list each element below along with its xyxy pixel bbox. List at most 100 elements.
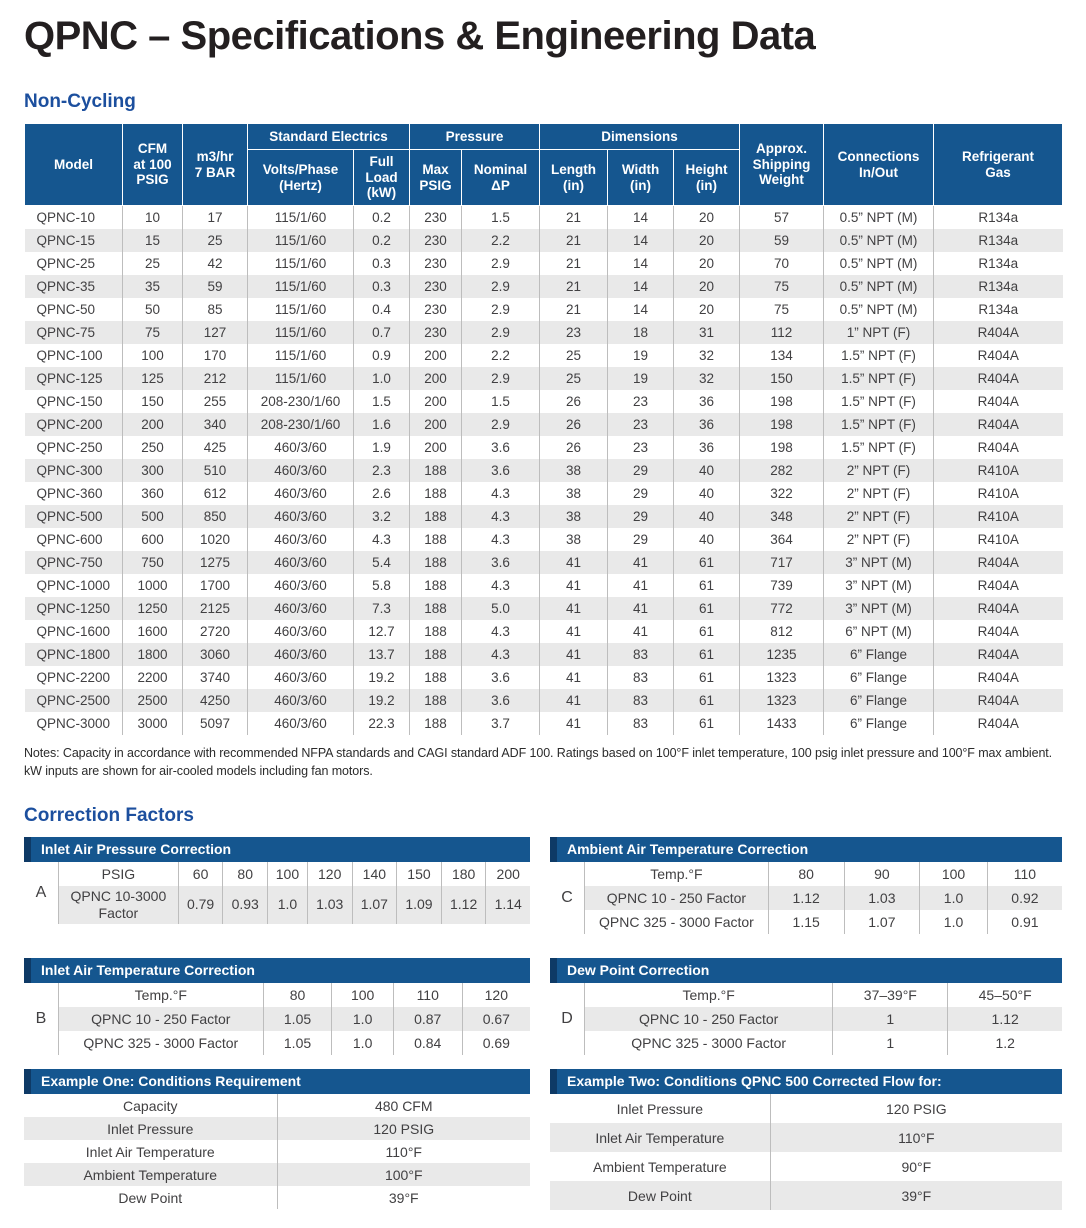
table-cell: 41 [607, 596, 674, 620]
table-cell: 41 [539, 573, 608, 597]
table-cell: 1.12 [440, 886, 486, 924]
col-header-model: Model [24, 123, 123, 206]
table-cell: 1.14 [485, 886, 530, 924]
table-cell: 31 [673, 320, 740, 344]
table-cell: QPNC-35 [36, 278, 96, 294]
table-cell: 1.03 [306, 886, 353, 924]
table-cell: 100 [122, 343, 183, 367]
table-cell: 5.8 [352, 573, 410, 597]
table-cell: QPNC-360 [36, 485, 103, 501]
table-cell: 230 [409, 205, 462, 229]
notes-line-1: Notes: Capacity in accordance with recom… [24, 745, 1053, 760]
table-cell: 15 [122, 228, 183, 252]
table-cell: 22.3 [352, 711, 410, 735]
table-cell: 100 [267, 862, 308, 886]
table-cell: 14 [607, 274, 674, 298]
table-cell: 125 [122, 366, 183, 390]
table-cell: 1.0 [331, 1031, 394, 1055]
table-cell: 40 [673, 481, 740, 505]
table-row: Dew Point 39°F [550, 1181, 1062, 1210]
table-cell: 250 [122, 435, 183, 459]
table-cell: R404A [933, 665, 1063, 689]
table-cell: 3000 [122, 711, 183, 735]
table-cell: 6” Flange [823, 642, 934, 666]
table-cell: 2.9 [461, 274, 540, 298]
example-table-two: Example Two: Conditions QPNC 500 Correct… [550, 1069, 1062, 1210]
table-cell: 100°F [276, 1163, 530, 1186]
page-title: QPNC – Specifications & Engineering Data [24, 14, 816, 58]
table-cell: 2” NPT (F) [823, 481, 934, 505]
table-cell: QPNC-100 [36, 347, 103, 363]
table-cell: 1323 [739, 665, 824, 689]
table-cell: 3740 [182, 665, 248, 689]
table-row: QPNC-15 15 25 115/1/60 0.2 230 2.2 21 14 20 59 0.5”… [24, 228, 1063, 252]
table-cell: 1323 [739, 688, 824, 712]
table-row: QPNC 10-3000 Factor 0.79 0.93 1.0 1.03 1.07 1.… [58, 886, 530, 924]
table-cell: QPNC-2500 [36, 692, 111, 708]
table-cell: 340 [182, 412, 248, 436]
table-cell: 460/3/60 [247, 481, 354, 505]
table-cell: 3.6 [461, 550, 540, 574]
table-cell: 41 [539, 665, 608, 689]
table-cell: 1600 [122, 619, 183, 643]
section-heading-correction-factors: Correction Factors [24, 805, 194, 826]
table-cell: 460/3/60 [247, 688, 354, 712]
table-cell: QPNC 325 - 3000 Factor [584, 910, 769, 934]
table-cell: 360 [122, 481, 183, 505]
table-cell: 5097 [182, 711, 248, 735]
table-cell: Inlet Air Temperature [595, 1129, 725, 1146]
table-cell: QPNC-1600 [36, 623, 111, 639]
table-cell: 6” Flange [823, 688, 934, 712]
table-cell: 188 [409, 527, 462, 551]
table-row: QPNC 325 - 3000 Factor 1.05 1.0 0.84 0.69 [58, 1031, 530, 1055]
table-row: Dew Point 39°F [24, 1186, 530, 1209]
table-cell: 2.9 [461, 366, 540, 390]
table-cell: 1.5 [352, 389, 410, 413]
table-cell: 23 [607, 389, 674, 413]
correction-table-dew-point: Dew Point Correction D Temp.°F 37–39°F 45–… [550, 958, 1062, 1055]
table-cell: 23 [539, 320, 608, 344]
table-cell: 2.3 [352, 458, 410, 482]
table-row: QPNC-75 75 127 115/1/60 0.7 230 2.9 23 18 31 112 1”… [24, 320, 1063, 344]
table-cell: 188 [409, 550, 462, 574]
section-letter: A [35, 883, 47, 901]
table-cell: 1.5 [461, 389, 540, 413]
table-cell: 1.6 [352, 412, 410, 436]
table-cell: 200 [409, 389, 462, 413]
table-cell: 83 [607, 642, 674, 666]
table-cell: R404A [933, 389, 1063, 413]
table-cell: 26 [539, 412, 608, 436]
table-cell: 230 [409, 228, 462, 252]
table-cell: 1250 [122, 596, 183, 620]
example-table: Inlet Pressure 120 PSIG Inlet Air Temperat… [550, 1094, 1062, 1210]
table-cell: 13.7 [352, 642, 410, 666]
table-cell: 120 [306, 862, 353, 886]
table-cell: 26 [539, 435, 608, 459]
table-cell: QPNC-2200 [36, 669, 111, 685]
table-cell: R134a [933, 228, 1063, 252]
section-letter: B [35, 1010, 47, 1027]
table-row: QPNC-100 100 170 115/1/60 0.9 200 2.2 25 19 32 134… [25, 343, 1063, 367]
table-cell: Temp.°F [583, 983, 833, 1007]
table-cell: 41 [539, 596, 608, 620]
table-cell: 5.4 [352, 550, 410, 574]
table-cell: 1.5” NPT (F) [823, 343, 934, 367]
table-title-bar: Example One: Conditions Requirement [24, 1069, 530, 1094]
table-cell: 19.2 [352, 688, 410, 712]
table-cell: 80 [222, 862, 268, 886]
table-cell: 80 [767, 862, 845, 886]
table-cell: R410A [933, 458, 1063, 482]
notes-line-2: kW inputs are shown for air-cooled model… [24, 764, 373, 779]
table-cell: 1433 [739, 711, 824, 735]
table-cell: 1.05 [262, 1031, 332, 1055]
table-cell: 32 [673, 343, 740, 367]
table-notes: Notes: Capacity in accordance with recom… [24, 744, 1062, 782]
table-row: QPNC-360 360 612 460/3/60 2.6 188 4.3 38 29 40 322… [25, 481, 1063, 505]
table-cell: 348 [739, 504, 824, 528]
table-cell: 21 [539, 297, 608, 321]
table-cell: 59 [182, 274, 248, 298]
table-cell: 510 [182, 458, 248, 482]
table-cell: 739 [739, 573, 824, 597]
table-cell: 41 [539, 619, 608, 643]
table-cell: 300 [122, 458, 183, 482]
